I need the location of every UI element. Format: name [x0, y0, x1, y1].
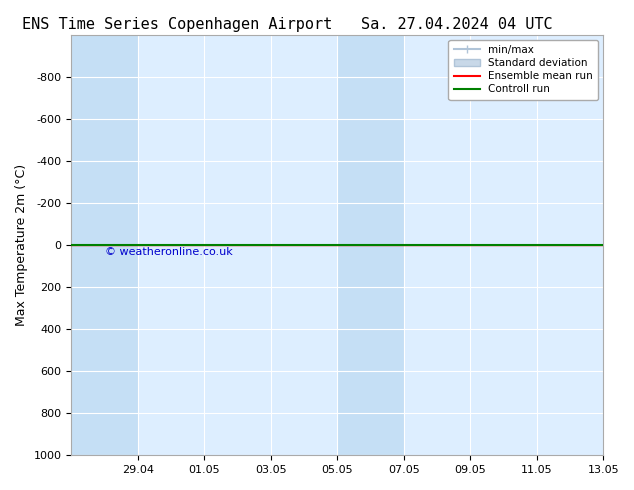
- Bar: [337, 35, 404, 455]
- Bar: [71, 35, 138, 455]
- Text: © weatheronline.co.uk: © weatheronline.co.uk: [105, 247, 232, 257]
- Y-axis label: Max Temperature 2m (°C): Max Temperature 2m (°C): [15, 164, 28, 326]
- Legend: min/max, Standard deviation, Ensemble mean run, Controll run: min/max, Standard deviation, Ensemble me…: [448, 40, 598, 99]
- Text: ENS Time Series Copenhagen Airport: ENS Time Series Copenhagen Airport: [22, 17, 333, 32]
- Text: Sa. 27.04.2024 04 UTC: Sa. 27.04.2024 04 UTC: [361, 17, 552, 32]
